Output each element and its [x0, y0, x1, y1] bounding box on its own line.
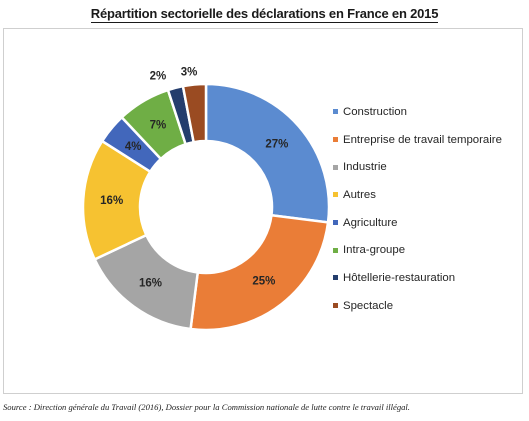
legend-item-1: Entreprise de travail temporaire	[333, 126, 529, 154]
legend-item-6: Hôtellerie-restauration	[333, 264, 529, 292]
legend-item-2: Industrie	[333, 153, 529, 181]
slice-label-6: 2%	[150, 70, 167, 82]
slice-7	[181, 82, 208, 144]
legend-item-3: Autres	[333, 181, 529, 209]
legend-swatch-5	[333, 247, 338, 253]
chart-title: Répartition sectorielle des déclarations…	[90, 6, 439, 23]
legend-item-7: Spectacle	[333, 292, 529, 320]
chart-legend: Construction Entreprise de travail tempor…	[333, 98, 529, 320]
legend-label-7: Spectacle	[343, 299, 394, 312]
legend-label-5: Intra-groupe	[343, 244, 406, 257]
legend-label-0: Construction	[343, 105, 407, 118]
legend-swatch-3	[333, 192, 338, 198]
legend-label-2: Industrie	[343, 161, 387, 174]
legend-item-5: Intra-groupe	[333, 236, 529, 264]
slice-label-4: 4%	[125, 141, 142, 153]
legend-swatch-1	[333, 137, 338, 143]
legend-swatch-0	[333, 109, 338, 115]
legend-label-4: Agriculture	[343, 216, 398, 229]
legend-label-1: Entreprise de travail temporaire	[343, 133, 502, 146]
legend-swatch-2	[333, 164, 338, 170]
slice-label-7: 3%	[181, 67, 198, 79]
legend-label-6: Hôtellerie-restauration	[343, 271, 456, 284]
slice-label-1: 25%	[252, 276, 275, 288]
slice-label-5: 7%	[150, 120, 167, 132]
slice-label-0: 27%	[265, 139, 288, 151]
slice-0	[204, 82, 331, 224]
slice-label-2: 16%	[139, 277, 162, 289]
legend-item-4: Agriculture	[333, 209, 529, 237]
slice-label-3: 16%	[100, 195, 123, 207]
legend-label-3: Autres	[343, 188, 376, 201]
source-note: Source : Direction générale du Travail (…	[3, 402, 410, 412]
legend-item-0: Construction	[333, 98, 529, 126]
legend-swatch-7	[333, 303, 338, 309]
legend-swatch-4	[333, 220, 338, 226]
legend-swatch-6	[333, 275, 338, 281]
slice-1	[189, 213, 330, 332]
